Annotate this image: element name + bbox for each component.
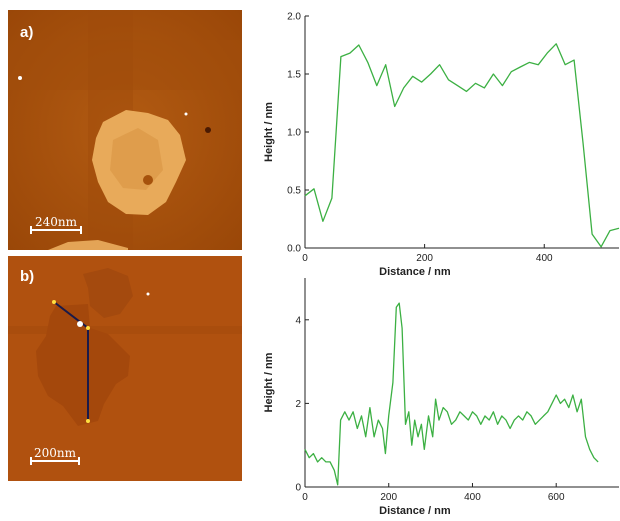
chart-0-ytick-label: 2.0 — [287, 12, 301, 23]
chart-0-ytick-label: 0.5 — [287, 186, 301, 197]
afm-image-a: a) 240nm — [8, 10, 242, 250]
afm-image-b: b) 200nm — [8, 256, 242, 481]
chart-0-ytick-label: 1.0 — [287, 128, 301, 139]
chart-0-xtick-label: 400 — [536, 253, 553, 264]
chart-0-ylabel: Height / nm — [263, 102, 275, 162]
afm-image-a-graphic — [8, 10, 242, 250]
scalebar-b-label: 200nm — [33, 446, 76, 460]
scalebar-a-bar — [30, 226, 82, 234]
chart-0-xlabel: Distance / nm — [379, 266, 451, 278]
chart-0-xtick-label: 0 — [302, 253, 308, 264]
chart-0-xtick-label: 200 — [416, 253, 433, 264]
chart-0-ytick-label: 1.5 — [287, 70, 301, 81]
chart-0-series-line-0 — [304, 43, 620, 248]
chart-0-ytick-label: 0.0 — [287, 244, 301, 255]
afm-image-b-graphic — [8, 256, 242, 481]
scalebar-a: 240nm — [30, 215, 82, 234]
scalebar-a-label: 240nm — [34, 215, 77, 229]
panel-label-b: b) — [20, 268, 35, 285]
panel-label-a: a) — [20, 24, 34, 41]
scalebar-b-bar — [30, 457, 80, 465]
scalebar-b: 200nm — [30, 446, 80, 465]
